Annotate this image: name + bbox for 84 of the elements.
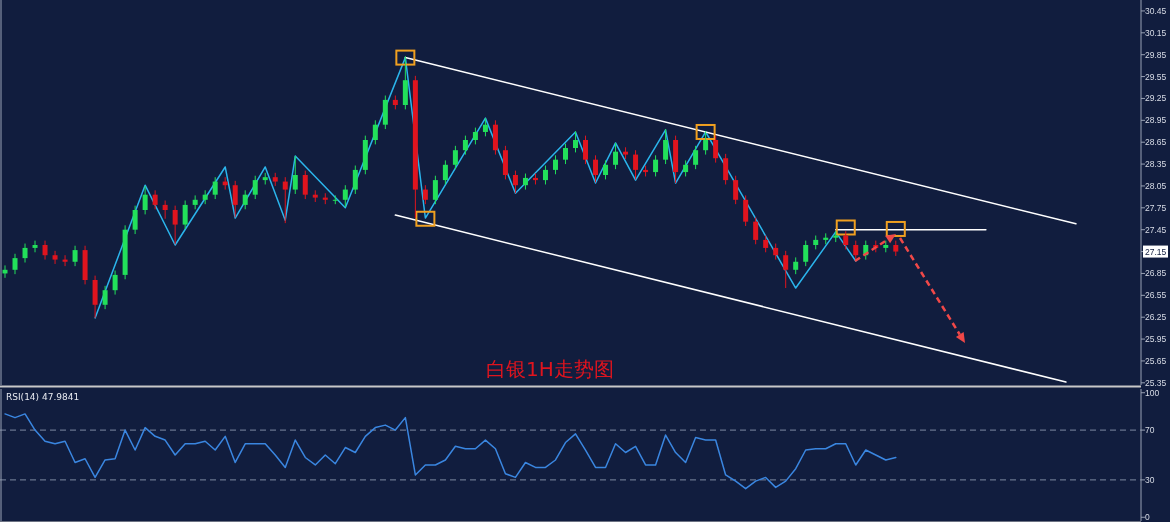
- candlestick: [853, 240, 859, 261]
- candlestick: [232, 180, 238, 218]
- candlestick: [32, 240, 38, 253]
- candlestick: [112, 270, 118, 296]
- candlestick: [583, 135, 589, 165]
- candlestick: [372, 119, 378, 145]
- candlestick: [142, 185, 148, 215]
- candlestick: [733, 175, 739, 205]
- y-tick-label: 30.15: [1145, 27, 1167, 38]
- candlestick: [252, 175, 258, 200]
- y-tick-label: 27.75: [1145, 202, 1167, 213]
- candlestick: [162, 200, 168, 220]
- y-tick-label: 0: [1145, 512, 1150, 522]
- candlestick: [152, 189, 158, 210]
- candlestick: [843, 230, 849, 250]
- candlestick: [62, 254, 68, 267]
- point: [885, 220, 906, 237]
- text: 白银1H走势图: [486, 357, 614, 381]
- candlestick: [803, 240, 809, 267]
- candlestick: [282, 176, 288, 224]
- candlestick: [613, 142, 619, 170]
- candlestick: [442, 159, 448, 185]
- candlestick: [452, 145, 458, 170]
- y-tick-label: 25.65: [1145, 355, 1167, 366]
- candlestick: [302, 170, 308, 200]
- line-series: [4, 413, 897, 490]
- y-tick-label: 29.85: [1145, 49, 1167, 60]
- y-tick-label: 27.15: [1145, 246, 1167, 257]
- chart-title: RSI(14) 47.9841: [6, 392, 80, 402]
- candlestick: [482, 117, 488, 137]
- candlestick: [723, 153, 729, 185]
- y-tick-label: 25.95: [1145, 334, 1167, 345]
- candlestick: [542, 165, 548, 185]
- candlestick: [603, 159, 609, 180]
- candlestick: [72, 245, 78, 267]
- y-tick-label: 30: [1145, 474, 1155, 485]
- candlestick: [512, 170, 518, 194]
- y-tick-label: 30.45: [1145, 5, 1167, 16]
- candlestick: [713, 135, 719, 164]
- candlestick: [563, 143, 568, 165]
- candlestick: [653, 154, 659, 177]
- y-tick-label: 27.45: [1145, 224, 1167, 235]
- point: [395, 49, 416, 66]
- candlestick: [102, 285, 108, 310]
- y-tick-label: 29.55: [1145, 71, 1167, 82]
- point: [695, 123, 716, 140]
- candlestick: [292, 155, 298, 195]
- candlestick: [422, 184, 428, 205]
- candlestick: [212, 176, 218, 200]
- candlestick: [663, 128, 669, 165]
- candlestick: [242, 189, 248, 210]
- candlestick: [42, 240, 48, 261]
- y-tick-label: 25.35: [1145, 377, 1167, 388]
- candlestick: [172, 205, 178, 245]
- candlestick: [593, 154, 599, 183]
- candlestick: [703, 130, 709, 156]
- candlestick: [52, 250, 58, 265]
- candlestick: [132, 205, 138, 235]
- y-tick-label: 28.05: [1145, 180, 1167, 191]
- y-tick-label: 100: [1145, 387, 1160, 398]
- candlestick: [342, 184, 348, 208]
- y-tick-label: 28.95: [1145, 115, 1167, 126]
- candlestick: [432, 175, 438, 205]
- y-tick-label: 70: [1145, 425, 1155, 436]
- y-tick-label: 29.25: [1145, 93, 1167, 104]
- candlestick: [352, 165, 358, 195]
- candlestick: [462, 135, 468, 156]
- candlestick: [22, 243, 28, 263]
- y-tick-label: 28.65: [1145, 137, 1167, 148]
- candlestick: [753, 216, 759, 245]
- candlestick: [552, 154, 558, 175]
- candlestick: [783, 250, 789, 289]
- point: [415, 210, 436, 227]
- candlestick: [573, 130, 578, 153]
- y-tick-label: 26.85: [1145, 268, 1167, 279]
- y-tick-label: 26.25: [1145, 312, 1167, 323]
- point: [835, 219, 856, 236]
- candlestick: [743, 194, 749, 227]
- candlestick: [633, 149, 639, 180]
- y-tick-label: 28.35: [1145, 159, 1167, 170]
- candlestick: [12, 253, 18, 275]
- candlestick: [693, 145, 699, 170]
- candlestick: [182, 200, 188, 230]
- y-tick-label: 26.55: [1145, 290, 1167, 301]
